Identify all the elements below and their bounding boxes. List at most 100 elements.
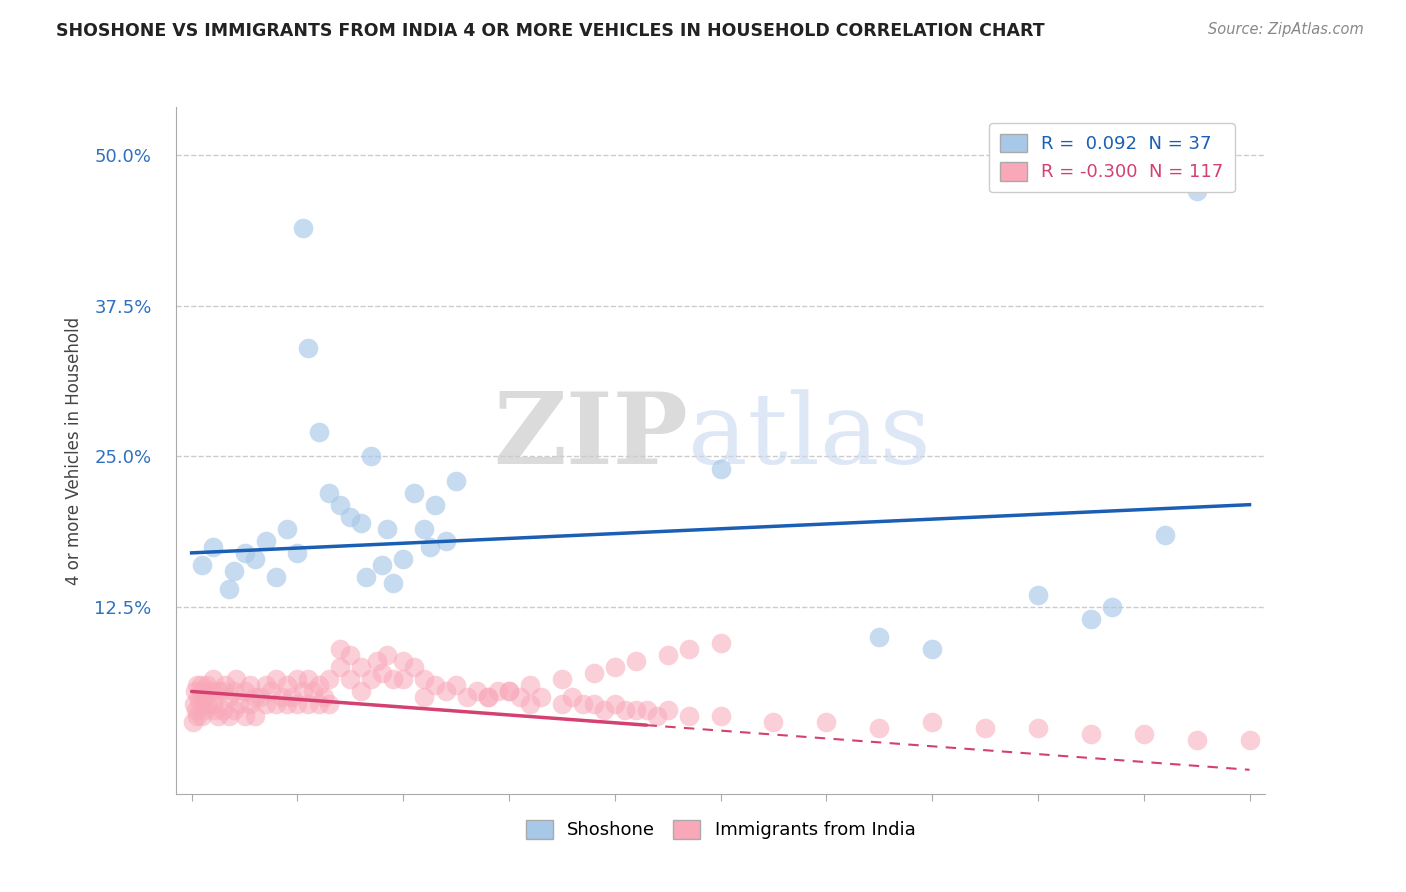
Point <box>233 684 256 698</box>
Point <box>593 702 616 716</box>
Point <box>498 684 520 698</box>
Point <box>297 697 319 711</box>
Point <box>201 673 224 687</box>
Point <box>921 642 943 657</box>
Point <box>657 702 679 716</box>
Point <box>603 660 626 674</box>
Point <box>572 697 595 711</box>
Point <box>318 485 340 500</box>
Text: atlas: atlas <box>688 389 931 484</box>
Point <box>212 702 235 716</box>
Point <box>276 522 298 536</box>
Point <box>614 702 637 716</box>
Point <box>1185 732 1208 747</box>
Point <box>465 684 488 698</box>
Point <box>645 708 668 723</box>
Point <box>762 714 785 729</box>
Point <box>186 708 208 723</box>
Point <box>371 666 394 681</box>
Point <box>184 684 207 698</box>
Point <box>444 474 467 488</box>
Point <box>302 684 325 698</box>
Point <box>456 690 478 705</box>
Point <box>281 690 304 705</box>
Point <box>254 678 277 692</box>
Point <box>974 721 997 735</box>
Point <box>350 660 373 674</box>
Point <box>1080 726 1102 740</box>
Point <box>308 425 330 440</box>
Point <box>249 690 271 705</box>
Point <box>350 516 373 530</box>
Point <box>423 498 446 512</box>
Point <box>187 690 209 705</box>
Y-axis label: 4 or more Vehicles in Household: 4 or more Vehicles in Household <box>66 317 83 584</box>
Legend: Shoshone, Immigrants from India: Shoshone, Immigrants from India <box>519 813 922 847</box>
Point <box>477 690 499 705</box>
Point <box>212 684 235 698</box>
Point <box>201 697 224 711</box>
Point <box>329 642 352 657</box>
Point <box>366 654 388 668</box>
Point <box>519 697 541 711</box>
Point <box>624 654 647 668</box>
Point <box>339 509 361 524</box>
Text: Source: ZipAtlas.com: Source: ZipAtlas.com <box>1208 22 1364 37</box>
Point <box>413 673 436 687</box>
Point <box>270 690 292 705</box>
Point <box>243 708 266 723</box>
Point <box>188 697 211 711</box>
Point <box>561 690 583 705</box>
Point <box>392 654 415 668</box>
Point <box>264 673 287 687</box>
Point <box>350 684 373 698</box>
Point <box>375 648 398 663</box>
Point <box>222 702 245 716</box>
Point <box>222 684 245 698</box>
Point <box>184 702 207 716</box>
Point <box>218 708 240 723</box>
Point <box>498 684 520 698</box>
Point <box>360 673 382 687</box>
Point <box>276 678 298 692</box>
Point <box>419 540 441 554</box>
Point <box>657 648 679 663</box>
Text: ZIP: ZIP <box>494 388 688 485</box>
Point <box>197 678 219 692</box>
Point <box>243 690 266 705</box>
Point <box>291 684 314 698</box>
Point <box>183 697 205 711</box>
Point <box>392 552 415 566</box>
Point <box>1239 732 1261 747</box>
Point <box>181 714 204 729</box>
Point <box>243 552 266 566</box>
Point <box>381 673 404 687</box>
Point <box>297 341 319 355</box>
Point <box>710 636 733 650</box>
Point <box>186 678 208 692</box>
Point <box>509 690 531 705</box>
Point <box>218 582 240 596</box>
Point <box>434 684 457 698</box>
Point <box>193 690 215 705</box>
Point <box>1080 612 1102 626</box>
Point <box>204 702 226 716</box>
Point <box>402 485 425 500</box>
Point <box>312 690 335 705</box>
Point <box>233 546 256 560</box>
Point <box>200 684 222 698</box>
Point <box>308 678 330 692</box>
Point <box>318 697 340 711</box>
Text: SHOSHONE VS IMMIGRANTS FROM INDIA 4 OR MORE VEHICLES IN HOUSEHOLD CORRELATION CH: SHOSHONE VS IMMIGRANTS FROM INDIA 4 OR M… <box>56 22 1045 40</box>
Point <box>339 673 361 687</box>
Point <box>264 570 287 584</box>
Point <box>423 678 446 692</box>
Point <box>710 708 733 723</box>
Point <box>375 522 398 536</box>
Point <box>291 220 314 235</box>
Point <box>530 690 553 705</box>
Point <box>551 673 574 687</box>
Point <box>678 708 700 723</box>
Point <box>710 461 733 475</box>
Point <box>434 533 457 548</box>
